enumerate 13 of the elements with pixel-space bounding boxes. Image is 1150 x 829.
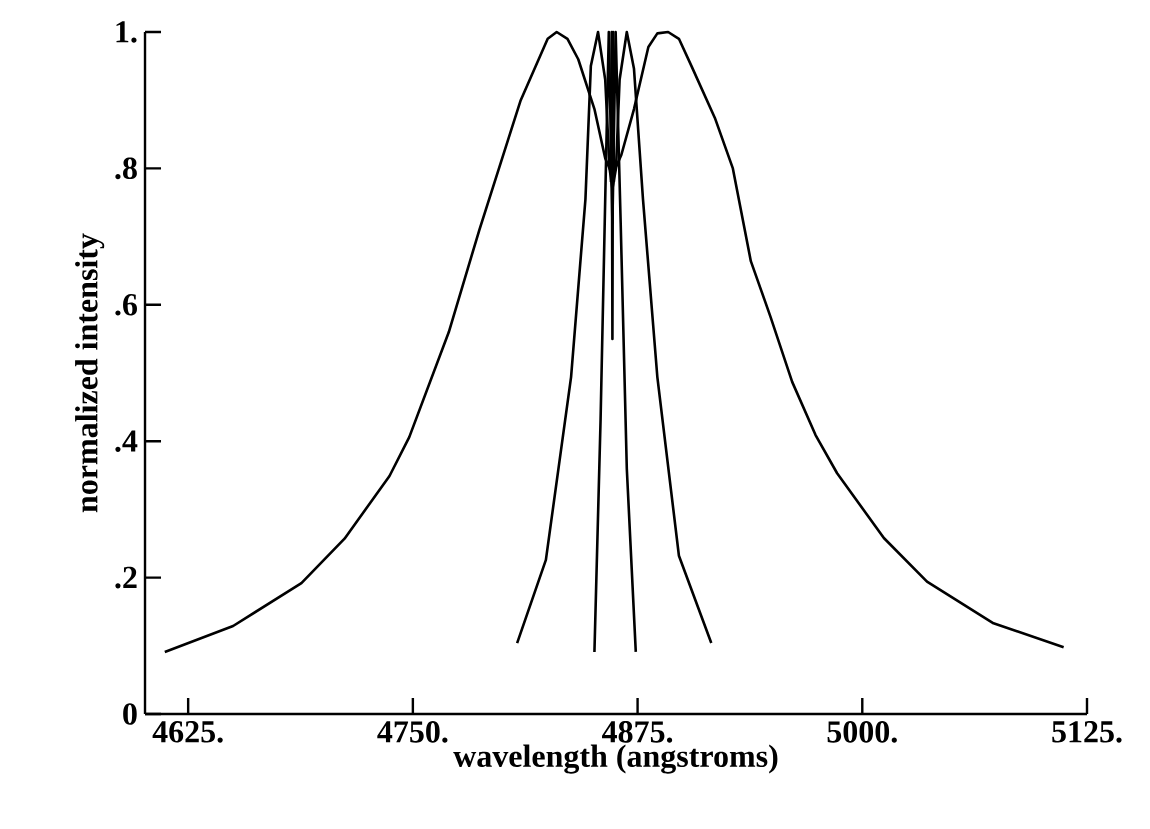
y-tick-label: .6 bbox=[115, 293, 137, 316]
x-tick-label: 4625. bbox=[152, 721, 223, 743]
x-tick-label: 4750. bbox=[377, 721, 448, 743]
x-tick-label: 5000. bbox=[827, 721, 897, 743]
y-tick-label: 1. bbox=[116, 21, 137, 43]
x-tick-label: 4875. bbox=[602, 721, 673, 743]
y-axis-title: normalized intensity bbox=[75, 233, 105, 513]
y-tick-label: 0 bbox=[123, 703, 137, 725]
y-tick-label: .8 bbox=[115, 157, 137, 180]
x-axis-title: wavelength (angstroms) bbox=[453, 744, 778, 774]
x-tick-label: 5125. bbox=[1052, 721, 1122, 743]
y-tick-label: .4 bbox=[115, 430, 138, 452]
y-tick-label: .2 bbox=[115, 566, 137, 589]
